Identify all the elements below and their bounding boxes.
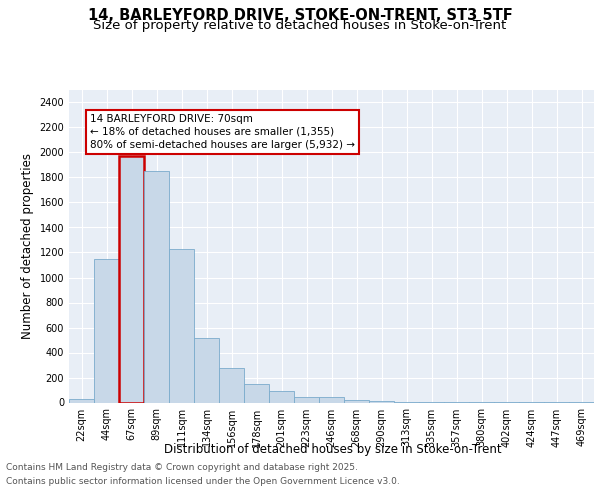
Text: 14, BARLEYFORD DRIVE, STOKE-ON-TRENT, ST3 5TF: 14, BARLEYFORD DRIVE, STOKE-ON-TRENT, ST… <box>88 8 512 22</box>
Bar <box>169 248 194 402</box>
Bar <box>294 397 319 402</box>
Bar <box>319 397 344 402</box>
Y-axis label: Number of detached properties: Number of detached properties <box>21 153 34 339</box>
Bar <box>244 384 269 402</box>
Bar <box>119 156 144 402</box>
Bar <box>369 400 394 402</box>
Bar <box>269 391 294 402</box>
Text: Size of property relative to detached houses in Stoke-on-Trent: Size of property relative to detached ho… <box>94 18 506 32</box>
Bar <box>144 171 169 402</box>
Text: Contains public sector information licensed under the Open Government Licence v3: Contains public sector information licen… <box>6 477 400 486</box>
Bar <box>219 368 244 402</box>
Bar <box>344 400 369 402</box>
Text: Distribution of detached houses by size in Stoke-on-Trent: Distribution of detached houses by size … <box>164 442 502 456</box>
Bar <box>69 400 94 402</box>
Bar <box>194 338 219 402</box>
Text: 14 BARLEYFORD DRIVE: 70sqm
← 18% of detached houses are smaller (1,355)
80% of s: 14 BARLEYFORD DRIVE: 70sqm ← 18% of deta… <box>90 114 355 150</box>
Text: Contains HM Land Registry data © Crown copyright and database right 2025.: Contains HM Land Registry data © Crown c… <box>6 464 358 472</box>
Bar <box>94 259 119 402</box>
